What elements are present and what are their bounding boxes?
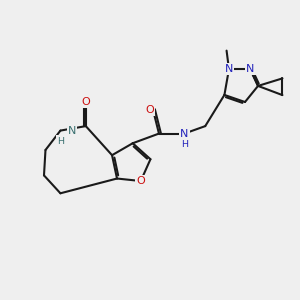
Text: N: N	[225, 64, 233, 74]
Text: H: H	[181, 140, 188, 149]
Text: O: O	[81, 97, 90, 107]
Text: N: N	[246, 64, 254, 74]
Text: O: O	[145, 105, 154, 115]
Text: H: H	[57, 136, 64, 146]
Text: O: O	[136, 176, 145, 186]
Text: N: N	[180, 129, 188, 139]
Text: N: N	[68, 126, 76, 136]
